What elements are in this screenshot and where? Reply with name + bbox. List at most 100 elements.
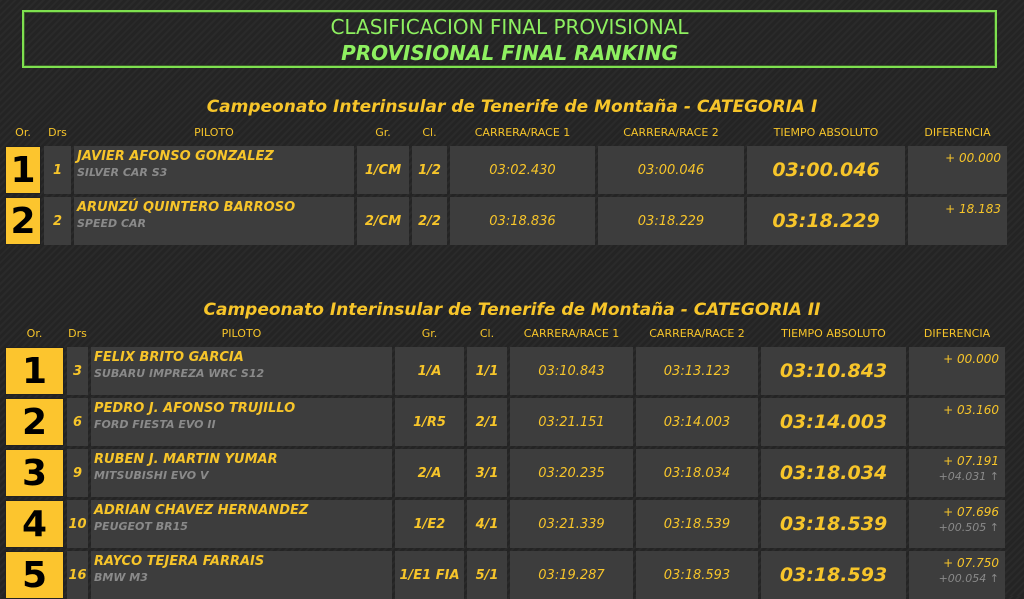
category-title: Campeonato Interinsular de Tenerife de M… [203, 300, 821, 320]
group-cell: 2/CM [357, 197, 409, 245]
pilot-name: ADRIAN CHAVEZ HERNANDEZ [94, 503, 309, 518]
difference-cell: + 07.191 +04.031 ↑ [909, 449, 1005, 497]
table-row[interactable]: 4 10 ADRIAN CHAVEZ HERNANDEZ PEUGEOT BR1… [5, 500, 1020, 548]
drs-cell: 10 [67, 500, 88, 548]
race2-cell: 03:18.539 [636, 500, 758, 548]
race2-cell: 03:00.046 [598, 146, 744, 194]
group-cell: 1/E1 FIA [395, 551, 464, 599]
car-name: SPEED CAR [77, 217, 147, 230]
table-row[interactable]: 5 16 RAYCO TEJERA FARRAIS BMW M3 1/E1 FI… [5, 551, 1020, 599]
pilot-cell: FELIX BRITO GARCIA SUBARU IMPREZA WRC S1… [91, 347, 392, 395]
position-badge: 5 [5, 551, 64, 599]
table-header: Or. Drs PILOTO Gr. Cl. CARRERA/RACE 1 CARRERA/… [5, 324, 1020, 344]
race1-cell: 03:19.287 [510, 551, 633, 599]
drs-cell: 6 [67, 398, 88, 446]
car-name: MITSUBISHI EVO V [94, 469, 209, 482]
race2-cell: 03:18.593 [636, 551, 758, 599]
difference-leader: + 07.696 [943, 505, 999, 519]
race1-cell: 03:20.235 [510, 449, 633, 497]
header-drs: Drs [48, 126, 67, 139]
pilot-name: PEDRO J. AFONSO TRUJILLO [94, 401, 296, 416]
results-table-cat-2: Or. Drs PILOTO Gr. Cl. CARRERA/RACE 1 CARRERA/… [5, 324, 1020, 599]
difference-previous: +00.505 ↑ [938, 521, 999, 534]
class-cell: 2/1 [467, 398, 507, 446]
position-badge: 4 [5, 500, 64, 548]
race2-cell: 03:13.123 [636, 347, 758, 395]
pilot-cell: ADRIAN CHAVEZ HERNANDEZ PEUGEOT BR15 [91, 500, 392, 548]
position-badge: 3 [5, 449, 64, 497]
group-cell: 1/R5 [395, 398, 464, 446]
header-difference: DIFERENCIA [923, 327, 991, 340]
table-row[interactable]: 2 6 PEDRO J. AFONSO TRUJILLO FORD FIESTA… [5, 398, 1020, 446]
drs-cell: 3 [67, 347, 88, 395]
group-cell: 2/A [395, 449, 464, 497]
page-title: CLASIFICACION FINAL PROVISIONAL PROVISIO… [22, 10, 997, 68]
table-row[interactable]: 1 3 FELIX BRITO GARCIA SUBARU IMPREZA WR… [5, 347, 1020, 395]
header-drs: Drs [68, 327, 87, 340]
race1-cell: 03:21.151 [510, 398, 633, 446]
class-cell: 1/2 [412, 146, 447, 194]
pilot-cell: ARUNZÚ QUINTERO BARROSO SPEED CAR [74, 197, 354, 245]
header-absolute-time: TIEMPO ABSOLUTO [781, 327, 886, 340]
difference-leader: + 07.191 [943, 454, 999, 468]
absolute-time-cell: 03:18.229 [747, 197, 905, 245]
class-cell: 5/1 [467, 551, 507, 599]
pilot-cell: RAYCO TEJERA FARRAIS BMW M3 [91, 551, 392, 599]
class-cell: 3/1 [467, 449, 507, 497]
difference-cell: + 07.750 +00.054 ↑ [909, 551, 1005, 599]
table-row[interactable]: 2 2 ARUNZÚ QUINTERO BARROSO SPEED CAR 2/… [5, 197, 1020, 245]
car-name: SILVER CAR S3 [77, 166, 168, 179]
absolute-time-cell: 03:10.843 [761, 347, 906, 395]
race1-cell: 03:02.430 [450, 146, 595, 194]
race2-cell: 03:18.034 [636, 449, 758, 497]
absolute-time-cell: 03:00.046 [747, 146, 905, 194]
difference-cell: + 03.160 [909, 398, 1005, 446]
header-absolute-time: TIEMPO ABSOLUTO [773, 126, 879, 139]
race2-cell: 03:14.003 [636, 398, 758, 446]
difference-leader: + 00.000 [943, 352, 999, 366]
class-cell: 2/2 [412, 197, 447, 245]
class-cell: 4/1 [467, 500, 507, 548]
difference-cell: + 18.183 [908, 197, 1007, 245]
absolute-time-cell: 03:18.539 [761, 500, 906, 548]
title-spanish: CLASIFICACION FINAL PROVISIONAL [330, 15, 689, 39]
header-pilot: PILOTO [194, 126, 234, 139]
header-group: Gr. [421, 327, 438, 340]
drs-cell: 2 [44, 197, 71, 245]
results-table-cat-1: Or. Drs PILOTO Gr. Cl. CARRERA/RACE 1 CARRERA/… [5, 123, 1020, 245]
header-difference: DIFERENCIA [924, 126, 991, 139]
drs-cell: 1 [44, 146, 71, 194]
header-pilot: PILOTO [221, 327, 262, 340]
header-race1: CARRERA/RACE 1 [523, 327, 620, 340]
pilot-name: RUBEN J. MARTIN YUMAR [94, 452, 278, 467]
difference-leader: + 18.183 [945, 202, 1001, 216]
header-class: Cl. [422, 126, 437, 139]
position-badge: 1 [5, 347, 64, 395]
absolute-time-cell: 03:18.593 [761, 551, 906, 599]
difference-previous: +04.031 ↑ [938, 470, 999, 483]
absolute-time-cell: 03:18.034 [761, 449, 906, 497]
group-cell: 1/A [395, 347, 464, 395]
pilot-name: FELIX BRITO GARCIA [94, 350, 244, 365]
pilot-cell: RUBEN J. MARTIN YUMAR MITSUBISHI EVO V [91, 449, 392, 497]
difference-leader: + 03.160 [943, 403, 999, 417]
car-name: BMW M3 [94, 571, 148, 584]
group-cell: 1/E2 [395, 500, 464, 548]
drs-cell: 9 [67, 449, 88, 497]
difference-previous: +00.054 ↑ [938, 572, 999, 585]
table-header: Or. Drs PILOTO Gr. Cl. CARRERA/RACE 1 CARRERA/… [5, 123, 1020, 143]
group-cell: 1/CM [357, 146, 409, 194]
table-row[interactable]: 1 1 JAVIER AFONSO GONZALEZ SILVER CAR S3… [5, 146, 1020, 194]
table-row[interactable]: 3 9 RUBEN J. MARTIN YUMAR MITSUBISHI EVO… [5, 449, 1020, 497]
difference-cell: + 00.000 [909, 347, 1005, 395]
absolute-time-cell: 03:14.003 [761, 398, 906, 446]
header-group: Gr. [375, 126, 391, 139]
header-position: Or. [26, 327, 43, 340]
pilot-cell: JAVIER AFONSO GONZALEZ SILVER CAR S3 [74, 146, 354, 194]
race1-cell: 03:10.843 [510, 347, 633, 395]
pilot-name: ARUNZÚ QUINTERO BARROSO [77, 200, 296, 215]
race2-cell: 03:18.229 [598, 197, 744, 245]
title-english: PROVISIONAL FINAL RANKING [341, 41, 678, 65]
car-name: SUBARU IMPREZA WRC S12 [94, 367, 265, 380]
pilot-name: JAVIER AFONSO GONZALEZ [77, 149, 274, 164]
